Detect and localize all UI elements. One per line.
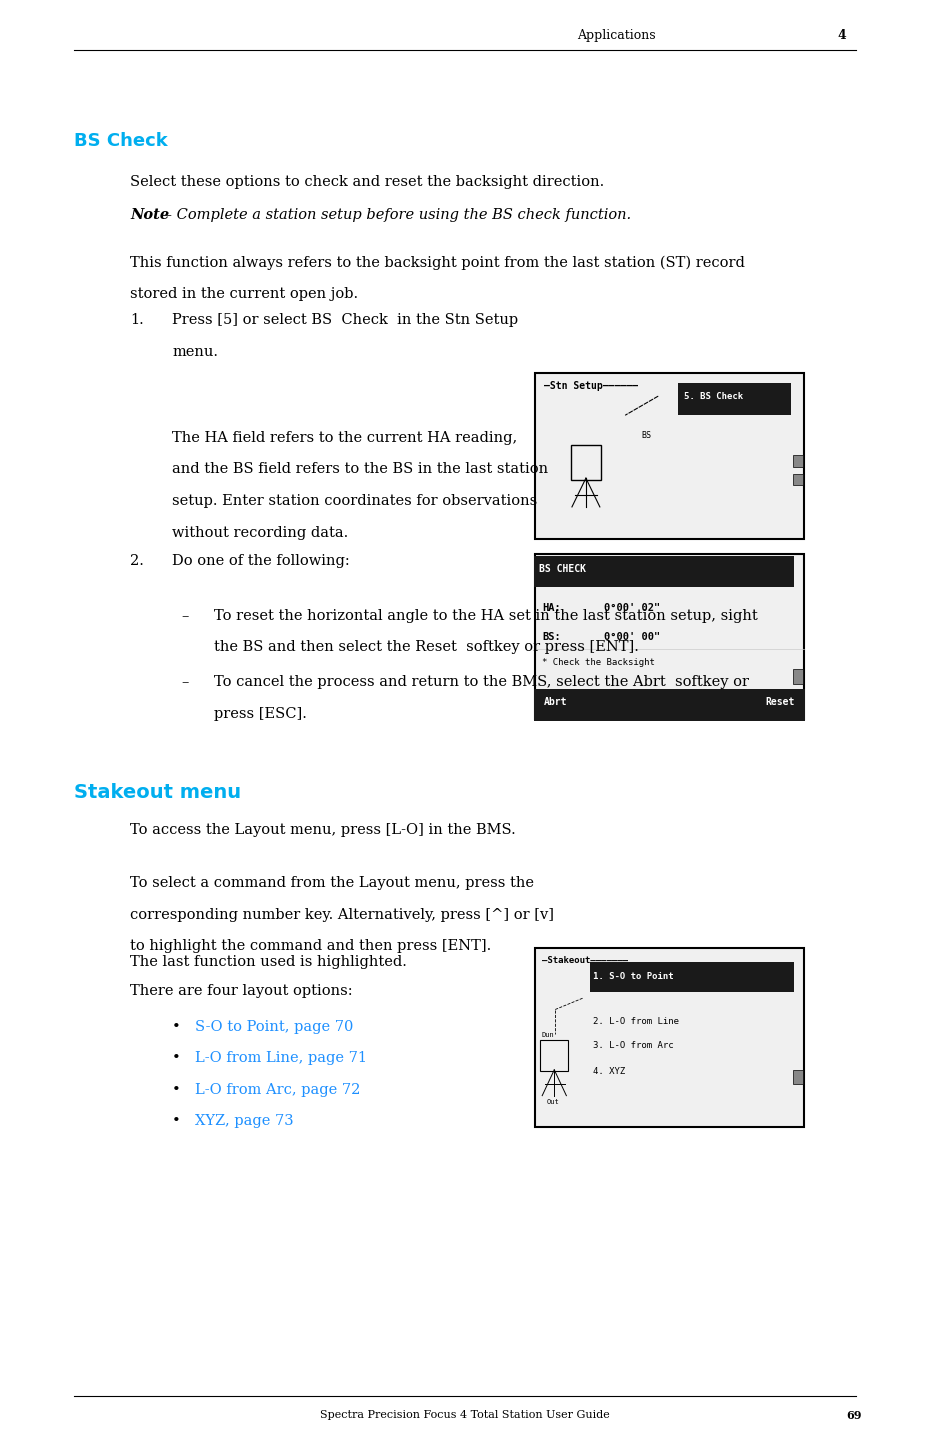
- Text: Press [5] or select BS  Check  in the Stn Setup: Press [5] or select BS Check in the Stn …: [172, 313, 518, 327]
- Text: Spectra Precision Focus 4 Total Station User Guide: Spectra Precision Focus 4 Total Station …: [320, 1410, 610, 1420]
- Text: L-O from Arc, page 72: L-O from Arc, page 72: [195, 1083, 361, 1097]
- Text: 3. L-O from Arc: 3. L-O from Arc: [593, 1041, 674, 1050]
- Text: •: •: [172, 1083, 180, 1097]
- Text: 0°00' 00": 0°00' 00": [604, 632, 660, 642]
- Text: To select a command from the Layout menu, press the: To select a command from the Layout menu…: [130, 876, 534, 890]
- Text: 1.: 1.: [130, 313, 144, 327]
- Text: BS:: BS:: [542, 632, 561, 642]
- Text: •: •: [172, 1114, 180, 1129]
- Text: Out: Out: [547, 1099, 560, 1104]
- FancyBboxPatch shape: [678, 383, 791, 415]
- FancyBboxPatch shape: [535, 554, 804, 719]
- Text: 2.: 2.: [130, 554, 144, 569]
- Text: •: •: [172, 1020, 180, 1034]
- Text: menu.: menu.: [172, 345, 218, 359]
- Text: Reset: Reset: [765, 698, 795, 707]
- Text: without recording data.: without recording data.: [172, 526, 349, 540]
- Text: –: –: [181, 609, 189, 623]
- Text: —Stn Setup——————: —Stn Setup——————: [544, 381, 638, 391]
- Text: To reset the horizontal angle to the HA set in the last station setup, sight: To reset the horizontal angle to the HA …: [214, 609, 758, 623]
- Text: S-O to Point, page 70: S-O to Point, page 70: [195, 1020, 353, 1034]
- Text: Select these options to check and reset the backsight direction.: Select these options to check and reset …: [130, 175, 604, 190]
- FancyBboxPatch shape: [534, 689, 805, 721]
- Text: The last function used is highlighted.: The last function used is highlighted.: [130, 955, 407, 969]
- Text: Note: Note: [130, 208, 169, 223]
- Text: 69: 69: [846, 1410, 862, 1422]
- Text: and the BS field refers to the BS in the last station: and the BS field refers to the BS in the…: [172, 462, 548, 477]
- Text: L-O from Line, page 71: L-O from Line, page 71: [195, 1051, 367, 1066]
- Text: 4. XYZ: 4. XYZ: [593, 1067, 626, 1076]
- Text: 4: 4: [837, 29, 845, 42]
- Bar: [793, 474, 803, 485]
- Text: press [ESC].: press [ESC].: [214, 707, 307, 721]
- Bar: [793, 1070, 803, 1084]
- FancyBboxPatch shape: [534, 556, 794, 587]
- FancyBboxPatch shape: [590, 962, 794, 992]
- Text: –: –: [181, 675, 189, 689]
- Text: Dun: Dun: [541, 1032, 554, 1038]
- Text: to highlight the command and then press [ENT].: to highlight the command and then press …: [130, 939, 491, 954]
- Text: •: •: [172, 1051, 180, 1066]
- Text: XYZ, page 73: XYZ, page 73: [195, 1114, 294, 1129]
- Text: There are four layout options:: There are four layout options:: [130, 984, 352, 998]
- Text: 5. BS Check: 5. BS Check: [684, 392, 743, 401]
- Text: setup. Enter station coordinates for observations: setup. Enter station coordinates for obs…: [172, 494, 538, 508]
- FancyBboxPatch shape: [571, 445, 601, 480]
- Text: 0°00' 02": 0°00' 02": [604, 603, 660, 613]
- Text: BS Check: BS Check: [74, 132, 168, 151]
- Text: stored in the current open job.: stored in the current open job.: [130, 287, 358, 302]
- FancyBboxPatch shape: [535, 948, 804, 1127]
- Text: Applications: Applications: [577, 29, 656, 42]
- Text: – Complete a station setup before using the BS check function.: – Complete a station setup before using …: [160, 208, 631, 223]
- Text: To access the Layout menu, press [L-O] in the BMS.: To access the Layout menu, press [L-O] i…: [130, 823, 516, 837]
- Text: To cancel the process and return to the BMS, select the Abrt  softkey or: To cancel the process and return to the …: [214, 675, 749, 689]
- Bar: [793, 669, 803, 684]
- Text: BS CHECK: BS CHECK: [539, 564, 587, 573]
- Text: 2. L-O from Line: 2. L-O from Line: [593, 1017, 679, 1025]
- Bar: [793, 455, 803, 467]
- Text: HA:: HA:: [542, 603, 561, 613]
- Text: 1. S-O to Point: 1. S-O to Point: [593, 972, 674, 981]
- Text: Do one of the following:: Do one of the following:: [172, 554, 350, 569]
- Text: * Check the Backsight: * Check the Backsight: [542, 658, 655, 666]
- Text: —Stakeout———————: —Stakeout———————: [542, 956, 628, 965]
- Text: The HA field refers to the current HA reading,: The HA field refers to the current HA re…: [172, 431, 517, 445]
- Text: Abrt: Abrt: [544, 698, 567, 707]
- Text: the BS and then select the Reset  softkey or press [ENT].: the BS and then select the Reset softkey…: [214, 640, 639, 655]
- FancyBboxPatch shape: [540, 1040, 568, 1071]
- Text: This function always refers to the backsight point from the last station (ST) re: This function always refers to the backs…: [130, 256, 745, 270]
- Text: BS: BS: [642, 431, 652, 439]
- Text: Stakeout menu: Stakeout menu: [74, 783, 242, 801]
- FancyBboxPatch shape: [535, 373, 804, 538]
- Text: corresponding number key. Alternatively, press [^] or [v]: corresponding number key. Alternatively,…: [130, 908, 554, 922]
